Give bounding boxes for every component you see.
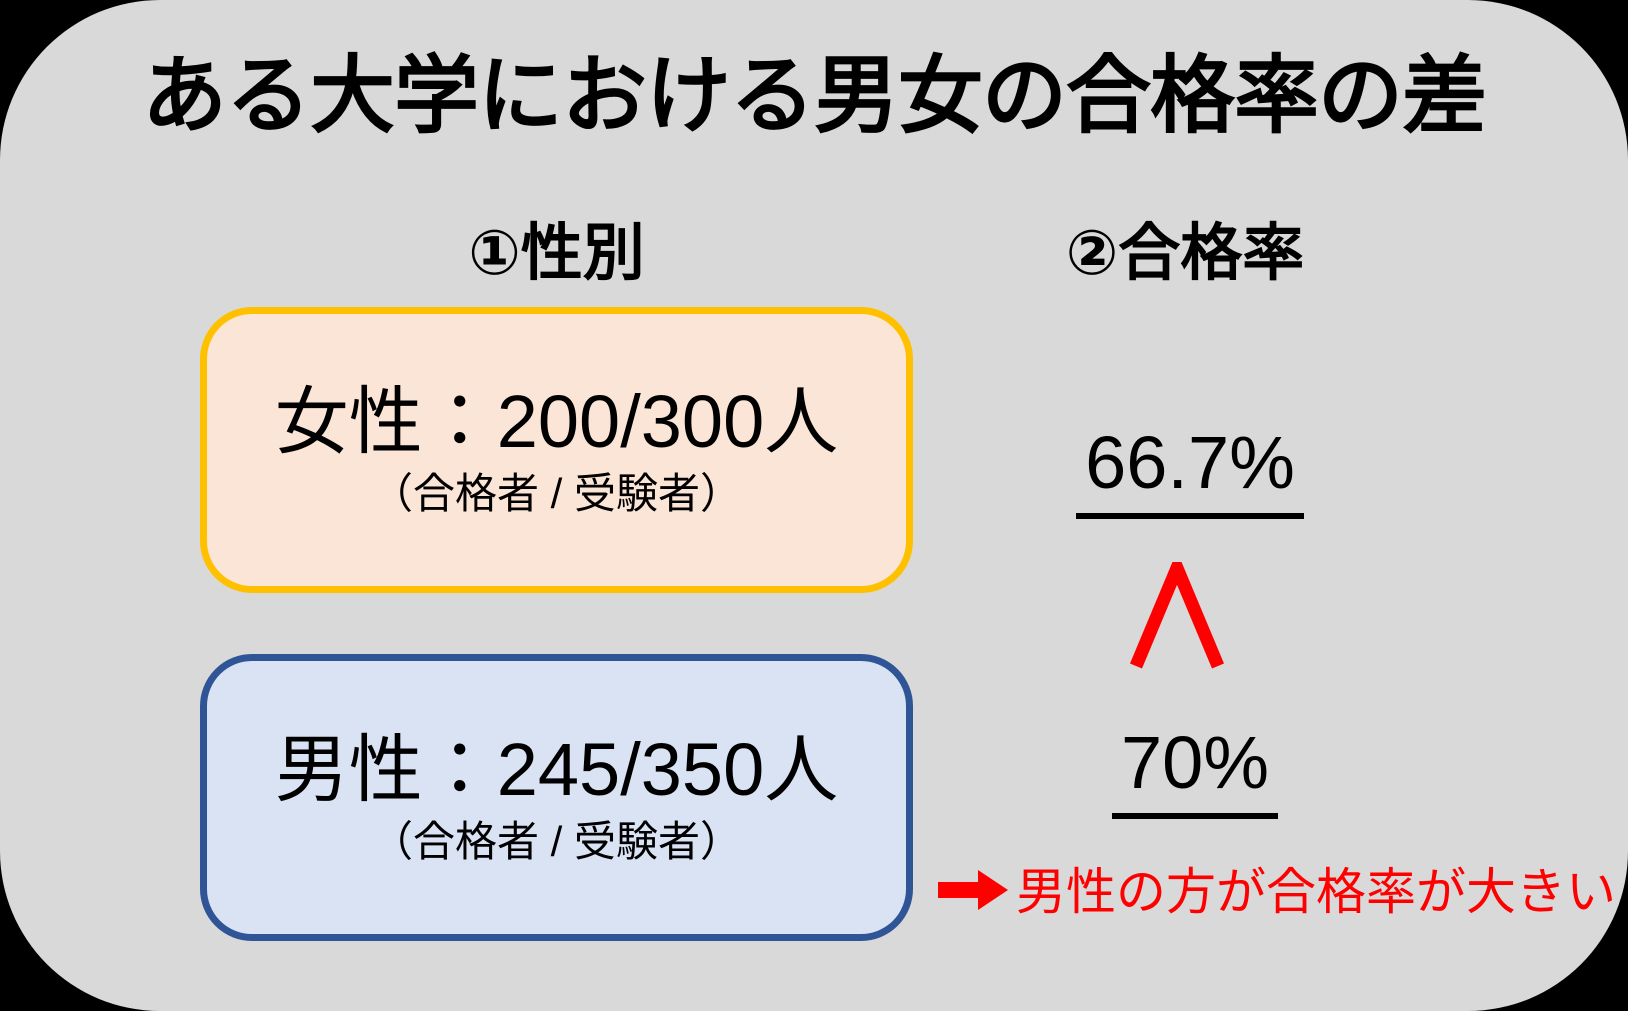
female-rate: 66.7%	[960, 426, 1420, 519]
male-rate-value: 70%	[1111, 726, 1279, 819]
female-box: 女性：200/300人 （合格者 / 受験者）	[200, 307, 913, 593]
female-rate-value: 66.7%	[1076, 426, 1304, 519]
female-count-note: （合格者 / 受験者）	[370, 470, 742, 517]
conclusion: 男性の方が合格率が大きい	[938, 864, 1616, 920]
conclusion-text: 男性の方が合格率が大きい	[1016, 864, 1616, 920]
male-rate: 70%	[960, 726, 1430, 819]
rate-column-header: ②合格率	[1065, 219, 1305, 288]
male-count-note: （合格者 / 受験者）	[370, 817, 742, 865]
female-count-label: 女性：200/300人	[274, 380, 839, 463]
gender-column-header: ①性別	[468, 219, 645, 288]
slide-title: ある大学における男女の合格率の差	[141, 49, 1487, 144]
male-count-label: 男性：245/350人	[274, 727, 839, 811]
right-arrow-icon	[938, 866, 1008, 919]
less-than-caret-icon	[1125, 551, 1229, 672]
male-box: 男性：245/350人 （合格者 / 受験者）	[200, 654, 913, 941]
